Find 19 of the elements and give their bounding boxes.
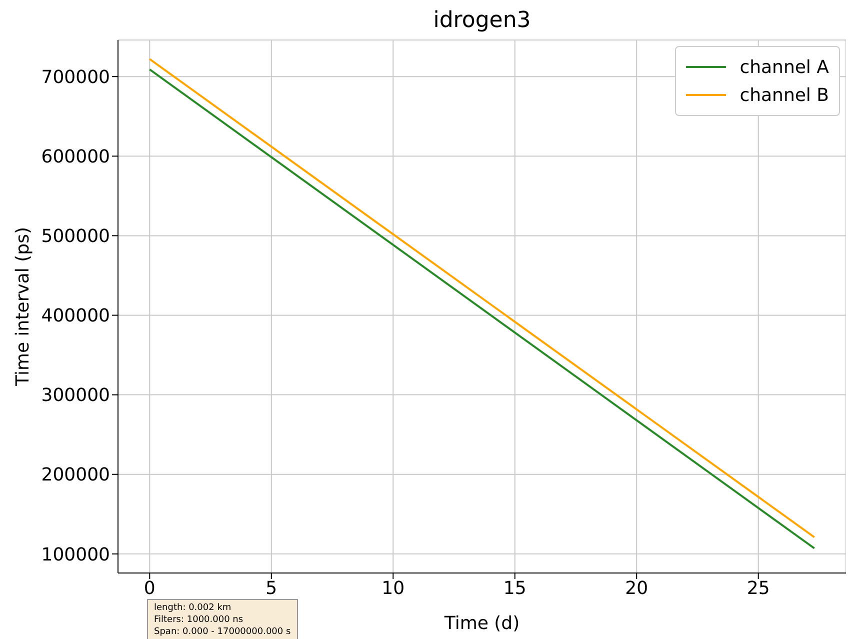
y-tick-label: 700000: [41, 66, 110, 88]
y-tick-label: 200000: [41, 464, 110, 486]
info-box: length: 0.002 km Filters: 1000.000 ns Span: 0.000 - 17000000.000 s: [147, 599, 298, 639]
legend-label: channel B: [740, 84, 829, 106]
y-axis-title: Time interval (ps): [12, 227, 34, 387]
x-tick-label: 25: [746, 578, 770, 599]
x-axis-title: Time (d): [443, 613, 520, 634]
x-tick-label: 0: [144, 578, 156, 599]
y-tick-label: 500000: [41, 226, 110, 248]
legend-label: channel A: [740, 56, 829, 78]
y-tick-label: 300000: [41, 385, 110, 406]
y-tick-label: 100000: [41, 544, 110, 566]
y-tick-label: 600000: [41, 146, 110, 168]
y-tick-label: 400000: [41, 306, 110, 327]
chart-title: idrogen3: [432, 8, 532, 33]
x-tick-label: 20: [625, 578, 648, 599]
x-tick-label: 15: [503, 578, 526, 599]
x-tick-label: 5: [266, 578, 278, 599]
x-tick-label: 10: [382, 578, 405, 599]
